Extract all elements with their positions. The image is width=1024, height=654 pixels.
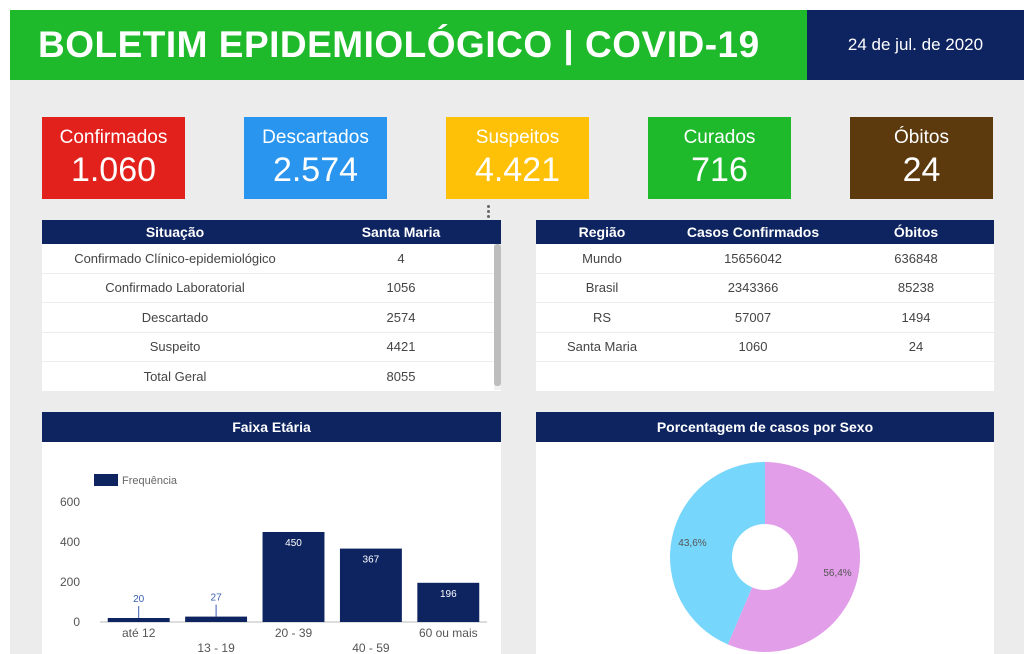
page-title: BOLETIM EPIDEMIOLÓGICO | COVID-19 [38, 24, 760, 65]
bar-value-label: 20 [133, 594, 145, 605]
age-chart-title: Faixa Etária [42, 412, 501, 442]
report-date: 24 de jul. de 2020 [847, 35, 984, 54]
date-box: 24 de jul. de 2020 [807, 10, 1024, 80]
row-value: 1060 [738, 339, 768, 355]
kpi-value: 2.574 [272, 151, 359, 189]
kpi-suspeitos[interactable]: Suspeitos 4.421 [446, 117, 589, 199]
age-bar-chart: Frequência 0 200 400 600 20 até 12 27 13 - 19 450… [60, 474, 487, 654]
y-tick-label: 400 [60, 535, 80, 549]
y-tick-label: 0 [73, 615, 80, 629]
kpi-label: Descartados [262, 127, 369, 148]
row-label: Confirmado Clínico-epidemiológico [74, 250, 276, 266]
bar [262, 532, 325, 622]
kpi-value: 24 [902, 151, 941, 189]
x-tick-label: até 12 [122, 626, 156, 640]
row-label: Total Geral [143, 368, 207, 384]
row-label: Mundo [582, 250, 622, 266]
x-tick-label: 20 - 39 [275, 626, 313, 640]
bar [107, 618, 170, 622]
table-scrollbar[interactable] [494, 244, 501, 390]
row-value: 1494 [901, 309, 931, 325]
table-row: Brasil 2343366 85238 [536, 274, 994, 303]
table-row: Mundo 15656042 636848 [536, 244, 994, 274]
x-tick-label: 60 ou mais [419, 626, 478, 640]
x-tick-label: 40 - 59 [352, 641, 390, 654]
kpi-label: Curados [683, 127, 756, 148]
kpi-value: 1.060 [70, 151, 157, 189]
kpi-descartados[interactable]: Descartados 2.574 [244, 117, 387, 199]
kpi-value: 4.421 [474, 151, 561, 189]
slice-label: 56,4% [823, 568, 851, 579]
kpi-label: Suspeitos [475, 127, 560, 148]
region-table: Região Casos Confirmados Óbitos Mundo 15… [536, 220, 994, 391]
sex-donut-chart: 56,4% 43,6% [670, 462, 860, 652]
row-label: Suspeito [149, 339, 201, 355]
region-table-header: Região Casos Confirmados Óbitos [536, 220, 994, 244]
kpi-label: Confirmados [59, 127, 168, 148]
bar-value-label: 27 [211, 593, 223, 604]
table-row: Descartado 2574 [42, 303, 501, 333]
kpi-obitos[interactable]: Óbitos 24 [850, 117, 993, 199]
row-value: 1056 [386, 280, 416, 296]
row-label: Confirmado Laboratorial [105, 280, 245, 296]
kpi-value: 716 [691, 151, 748, 189]
table-row: RS 57007 1494 [536, 303, 994, 333]
col-header-casos[interactable]: Casos Confirmados [686, 224, 820, 240]
row-value: 24 [908, 339, 924, 355]
col-header-santa-maria[interactable]: Santa Maria [361, 224, 441, 240]
bar-value-label: 450 [285, 538, 302, 549]
kpi-curados[interactable]: Curados 716 [648, 117, 791, 199]
x-tick-label: 13 - 19 [197, 641, 235, 654]
row-value: 2343366 [727, 280, 779, 296]
y-tick-label: 200 [60, 575, 80, 589]
row-value: 4421 [386, 339, 416, 355]
row-value: 636848 [894, 250, 938, 266]
row-value: 8055 [386, 368, 416, 384]
row-label: Santa Maria [566, 339, 638, 355]
sex-chart-panel: Porcentagem de casos por Sexo 56,4% 43,6% [536, 412, 994, 654]
row-value: 2574 [386, 309, 416, 325]
row-label: Brasil [585, 280, 619, 296]
bar-value-label: 196 [440, 589, 457, 600]
col-header-situacao[interactable]: Situação [145, 224, 205, 240]
table-row: Santa Maria 1060 24 [536, 333, 994, 362]
scrollbar-thumb[interactable] [494, 244, 501, 386]
row-label: RS [592, 309, 612, 325]
donut-slice [670, 462, 765, 645]
drag-handle[interactable] [487, 205, 490, 220]
donut-slice [727, 462, 860, 652]
table-row: Total Geral 8055 [42, 362, 501, 392]
table-row: Confirmado Clínico-epidemiológico 4 [42, 244, 501, 274]
row-value: 4 [397, 250, 405, 266]
situation-table: Situação Santa Maria Confirmado Clínico-… [42, 220, 501, 392]
table-row: Suspeito 4421 [42, 333, 501, 362]
legend-swatch [94, 474, 118, 486]
kpi-label: Óbitos [894, 127, 949, 148]
sex-chart-title: Porcentagem de casos por Sexo [536, 412, 994, 442]
row-value: 57007 [734, 309, 772, 325]
row-label: Descartado [141, 309, 209, 325]
legend-label: Frequência [122, 475, 178, 487]
row-value: 85238 [897, 280, 935, 296]
bar [185, 616, 248, 622]
bar-value-label: 367 [363, 555, 380, 566]
bar [417, 582, 480, 622]
col-header-regiao[interactable]: Região [578, 224, 626, 240]
slice-label: 43,6% [678, 538, 706, 549]
row-value: 15656042 [724, 250, 782, 266]
dashboard-canvas: BOLETIM EPIDEMIOLÓGICO | COVID-19 24 de … [10, 10, 1024, 654]
header-banner: BOLETIM EPIDEMIOLÓGICO | COVID-19 [10, 10, 807, 80]
situation-table-header: Situação Santa Maria [42, 220, 501, 244]
y-tick-label: 600 [60, 495, 80, 509]
age-chart-panel: Faixa Etária Frequência 0 200 400 600 20 até 1… [42, 412, 501, 654]
col-header-obitos[interactable]: Óbitos [893, 224, 939, 240]
table-row: Confirmado Laboratorial 1056 [42, 274, 501, 303]
kpi-confirmados[interactable]: Confirmados 1.060 [42, 117, 185, 199]
bar [339, 548, 402, 622]
